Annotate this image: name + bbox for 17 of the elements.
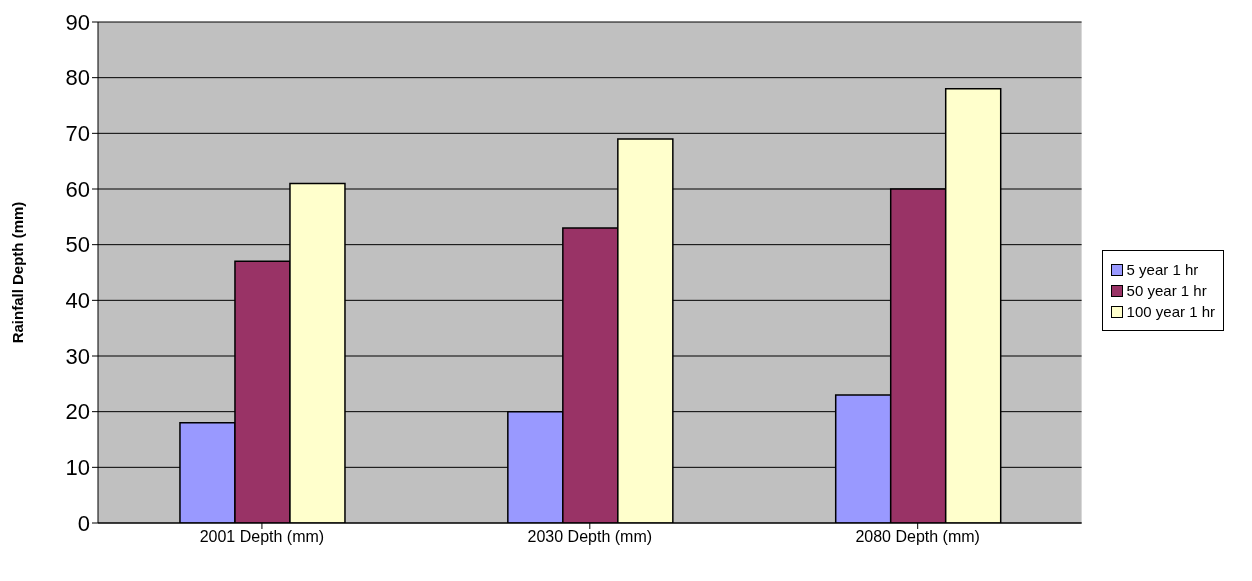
x-tick-label: 2001 Depth (mm) [199, 528, 325, 546]
y-tick-label: 10 [65, 455, 90, 481]
x-tick-label: 2080 Depth (mm) [855, 528, 980, 546]
legend-label: 5 year 1 hr [1126, 261, 1199, 278]
y-tick-label: 60 [65, 176, 90, 202]
y-tick-label: 90 [65, 9, 90, 35]
y-tick-label: 20 [65, 399, 90, 425]
y-tick-label: 0 [77, 510, 90, 536]
legend-label: 50 year 1 hr [1126, 282, 1207, 299]
legend-label: 100 year 1 hr [1126, 303, 1215, 320]
y-axis-title: Rainfall Depth (mm) [9, 201, 27, 344]
y-tick-label: 40 [65, 288, 90, 314]
y-tick-label: 80 [65, 65, 90, 91]
y-tick-label: 50 [65, 232, 90, 258]
y-tick-label: 30 [65, 343, 90, 369]
x-tick-label: 2030 Depth (mm) [527, 528, 653, 546]
y-tick-label: 70 [65, 121, 90, 147]
